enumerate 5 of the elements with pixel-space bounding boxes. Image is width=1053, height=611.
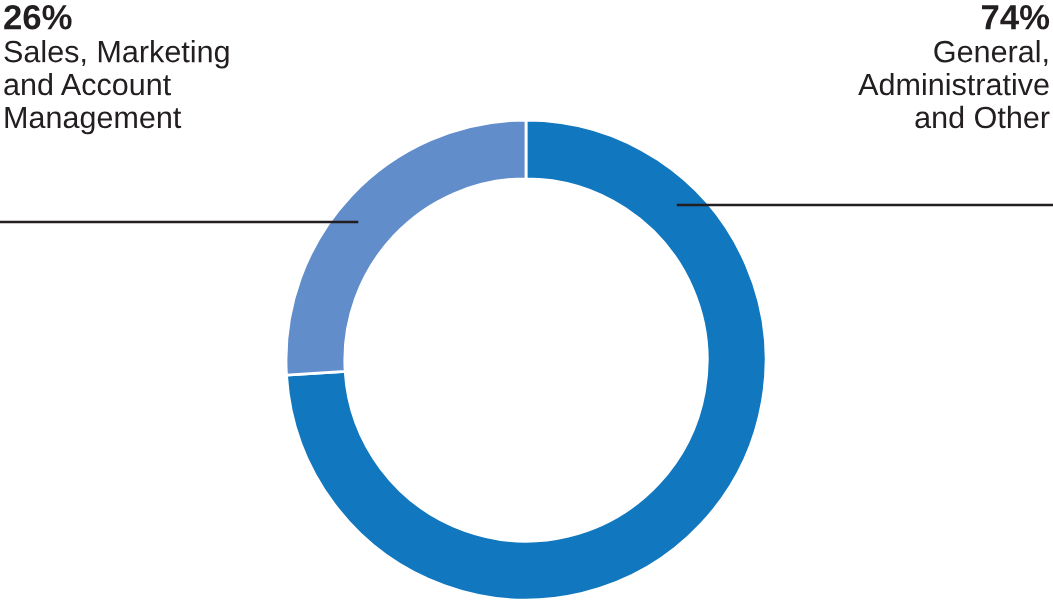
slice-label: General, Administrative and Other — [858, 40, 1050, 129]
data-label: 26% — [4, 4, 72, 30]
slice-label: Sales, Marketing and Account Management — [4, 40, 229, 135]
data-label: 74% — [982, 5, 1050, 30]
donut-slice — [285, 118, 768, 602]
